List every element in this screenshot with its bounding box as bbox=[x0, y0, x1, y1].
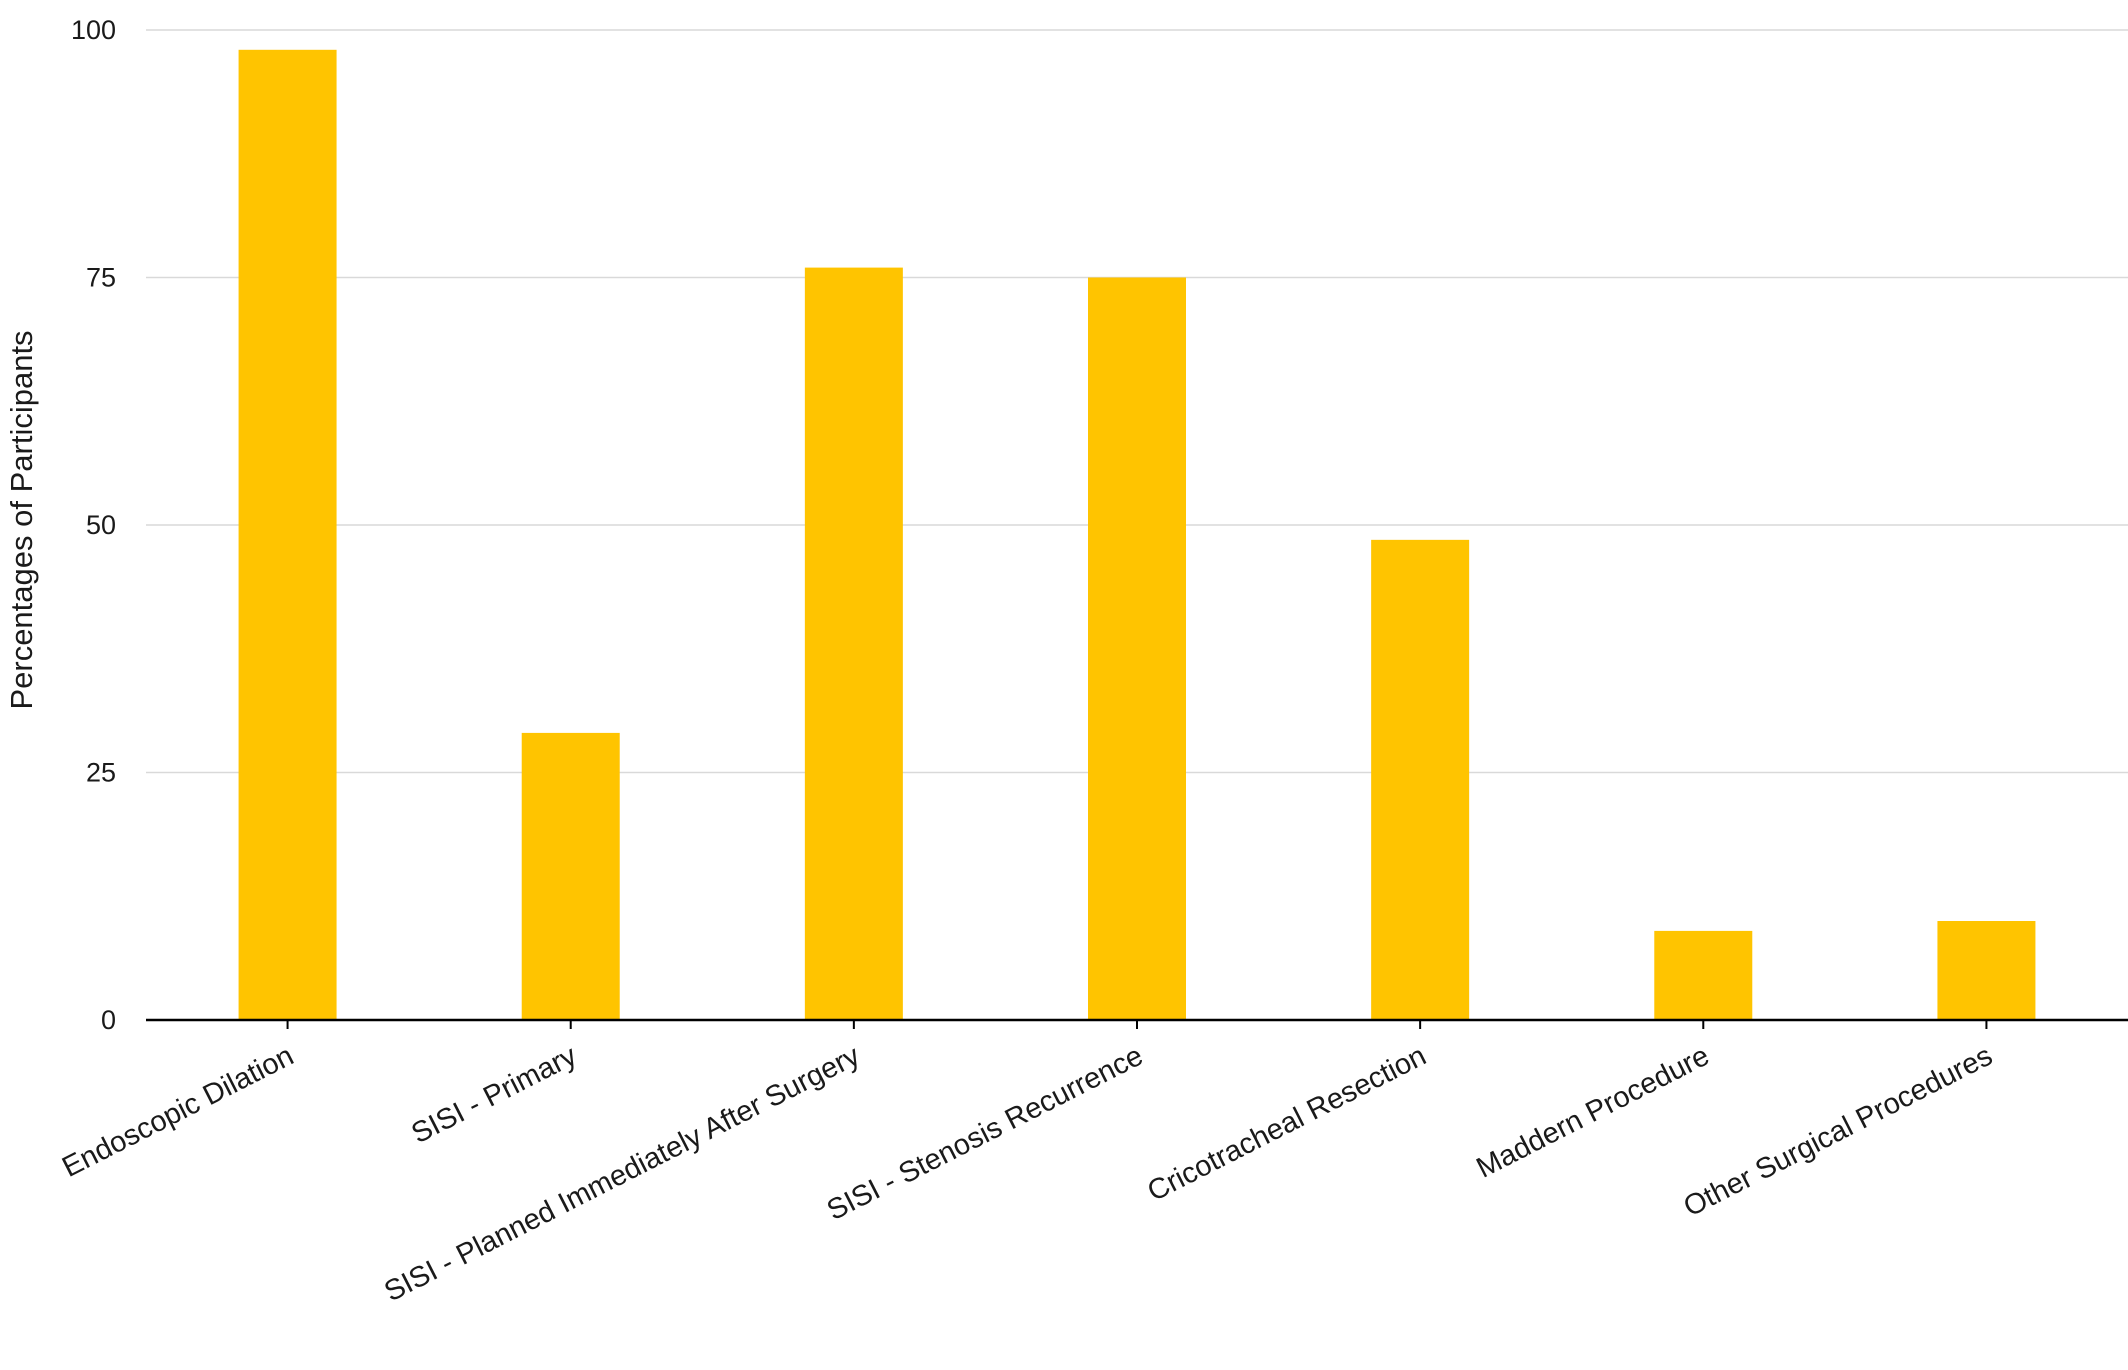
bars bbox=[238, 49, 2036, 1021]
x-category-label-2: SISI - Primary bbox=[407, 1040, 583, 1151]
y-axis-title: Percentages of Participants bbox=[4, 330, 39, 709]
x-category-label-5: Cricotracheal Resection bbox=[1142, 1040, 1431, 1208]
bar-2 bbox=[521, 732, 620, 1020]
y-tick-label-100: 100 bbox=[71, 15, 116, 45]
bar-4 bbox=[1088, 277, 1186, 1020]
y-tick-label-75: 75 bbox=[86, 263, 116, 293]
bar-1 bbox=[238, 49, 337, 1021]
y-tick-label-25: 25 bbox=[86, 758, 116, 788]
x-category-label-4: SISI - Stenosis Recurrence bbox=[822, 1040, 1148, 1227]
x-category-label-3: SISI - Planned Immediately After Surgery bbox=[379, 1039, 865, 1308]
y-tick-label-0: 0 bbox=[101, 1005, 116, 1035]
y-tick-labels: 0 25 50 75 100 bbox=[71, 15, 116, 1035]
axes bbox=[146, 1018, 2128, 1029]
bar-7 bbox=[1937, 921, 2036, 1020]
x-category-label-1: Endoscopic Dilation bbox=[57, 1040, 298, 1184]
y-tick-label-50: 50 bbox=[86, 510, 116, 540]
bar-6 bbox=[1654, 930, 1753, 1020]
bar-3 bbox=[804, 267, 903, 1021]
x-category-label-7: Other Surgical Procedures bbox=[1679, 1040, 1998, 1224]
x-category-label-6: Maddern Procedure bbox=[1472, 1040, 1715, 1185]
bar-5 bbox=[1371, 539, 1470, 1020]
